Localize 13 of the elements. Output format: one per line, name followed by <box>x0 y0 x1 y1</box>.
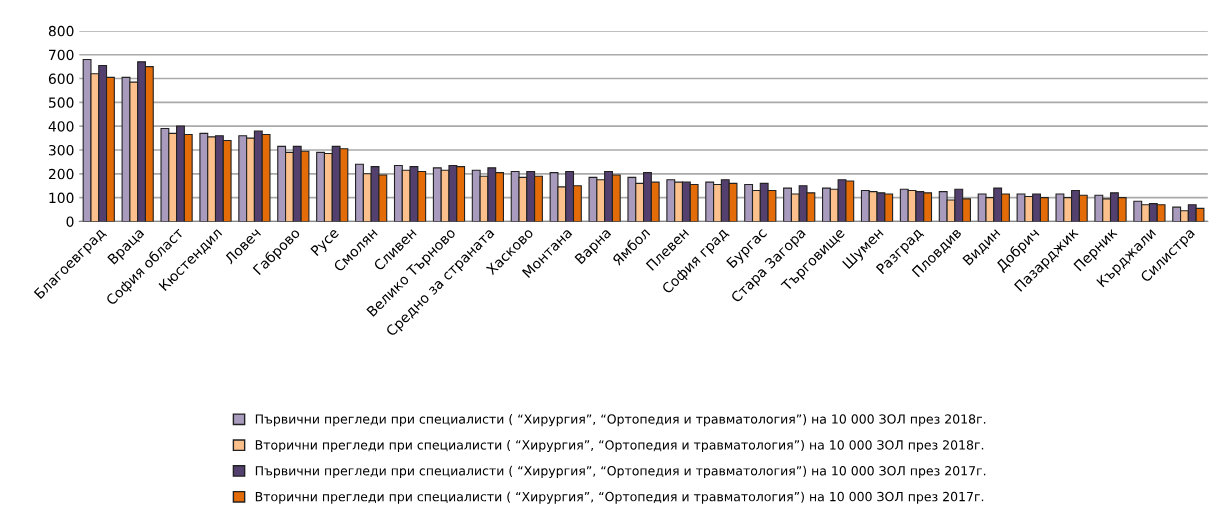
y-tick-label: 700 <box>49 49 74 61</box>
y-tick-label: 800 <box>48 25 74 37</box>
legend-label: Първични прегледи при специалисти ( “Хирургия”, “Ортопедия и травматология”) на 10 000 ЗОЛ през 2017г. <box>255 465 986 478</box>
legend-label: Вторични прегледи при специалисти ( “Хирургия”, “Ортопедия и травматология”) на 10 000 ЗОЛ през 2018г. <box>255 439 984 453</box>
y-tick-label: 100 <box>49 192 74 204</box>
y-tick-label: 500 <box>49 97 74 108</box>
y-tick-label: 300 <box>48 144 74 156</box>
y-tick-label: 0 <box>66 216 74 227</box>
y-tick-label: 200 <box>48 168 74 180</box>
y-tick-label: 400 <box>48 121 74 132</box>
legend-label: Вторични прегледи при специалисти ( “Хирургия”, “Ортопедия и травматология”) на 10 000 ЗОЛ през 2017г. <box>255 491 984 504</box>
y-tick-label: 600 <box>48 73 74 85</box>
legend-label: Първични прегледи при специалисти ( “Хирургия”, “Ортопедия и травматология”) на 10 000 ЗОЛ през 2018г. <box>255 414 986 427</box>
